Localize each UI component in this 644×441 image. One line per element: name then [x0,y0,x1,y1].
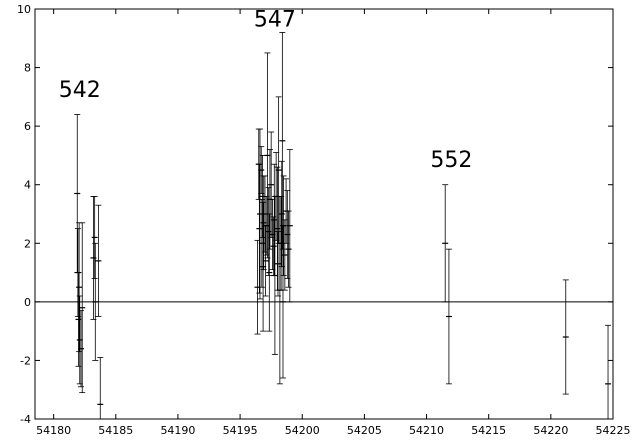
annotations: 542 547 552 [59,8,473,174]
x-tick-label: 54200 [285,424,320,437]
data-point [92,242,99,361]
data-point [263,196,270,256]
data-point [265,187,272,276]
x-tick-label: 54185 [98,424,133,437]
x-tick-label: 54195 [223,424,258,437]
data-point [279,32,286,250]
data-point [268,131,275,238]
x-tick-label: 54210 [409,424,444,437]
data-point [79,222,86,394]
y-tick-label: 4 [24,179,31,192]
data-point [91,196,98,279]
data-point [280,175,287,276]
y-tick-label: -4 [20,413,31,426]
x-tick-label: 54215 [471,424,506,437]
x-tick-label: 54180 [36,424,71,437]
group-label: 542 [59,78,101,103]
data-point [95,204,102,317]
data-point [77,310,84,388]
plot-frame [34,8,614,420]
x-tick-label: 54220 [533,424,568,437]
y-tick-label: 0 [24,296,31,309]
x-tick-label: 54205 [347,424,382,437]
y-tick-label: 2 [24,237,31,250]
data-point [274,166,281,291]
data-point [256,128,263,300]
group-label: 552 [430,148,472,173]
y-tick-label: -2 [20,354,31,367]
data-point [256,163,263,294]
data-point [284,190,291,279]
y-tick-label: 10 [17,3,31,16]
x-tick-label: 54225 [596,424,631,437]
group-label: 547 [254,8,296,33]
data-point [605,324,612,419]
data-point [285,210,292,288]
y-tick-label: 8 [24,62,31,75]
data-point [445,248,452,385]
data-point [97,357,104,419]
data-point [258,146,265,194]
data-point [442,184,449,303]
axes: 54180 54185 54190 54195 54200 54205 54210 54215… [17,3,631,437]
y-tick-label: 6 [24,120,31,133]
data-points [74,32,612,419]
data-point [286,149,293,303]
data-point [562,279,569,395]
data-point [75,272,82,367]
x-tick-label: 54190 [160,424,195,437]
